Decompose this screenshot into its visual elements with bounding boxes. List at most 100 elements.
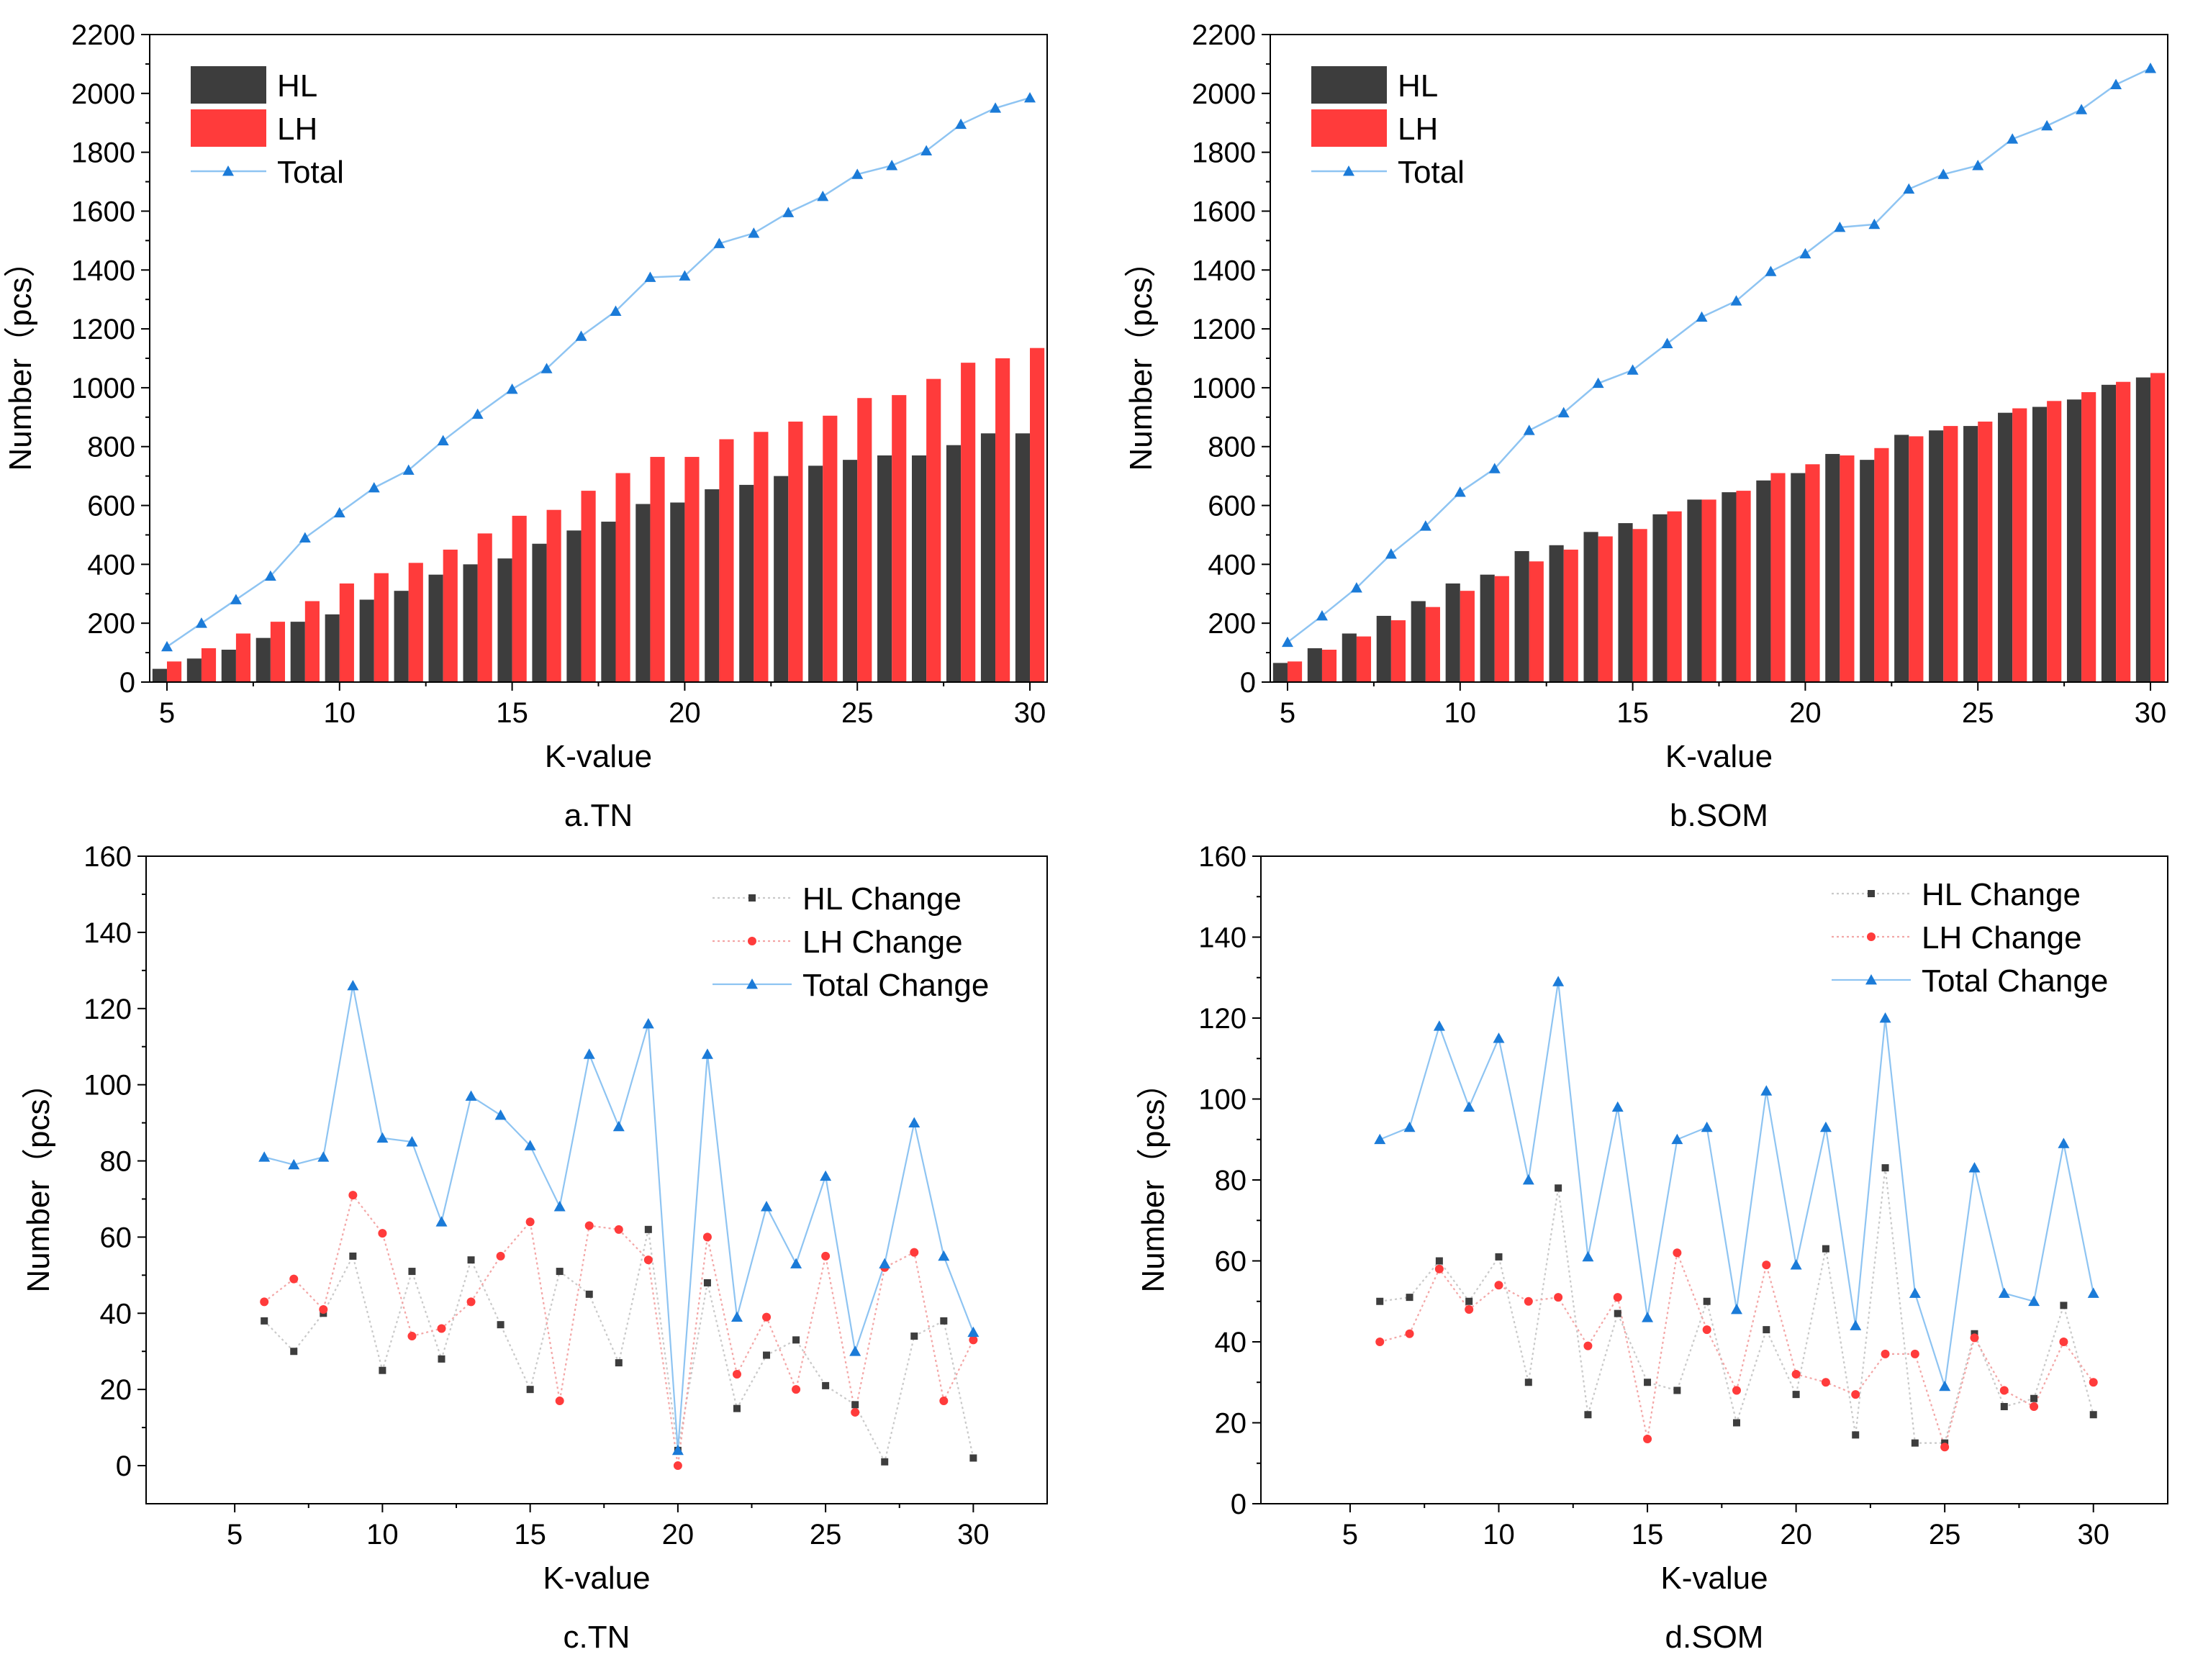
panel-a-lh-bar bbox=[235, 633, 251, 682]
panel-a-x-tick-label: 20 bbox=[669, 697, 701, 729]
panel-c-total-change-point bbox=[938, 1250, 950, 1261]
panel-d-lh-change-point bbox=[1643, 1435, 1652, 1443]
panel-a-hl-bar bbox=[325, 614, 340, 682]
panel-a-hl-bar bbox=[566, 530, 582, 682]
panel-d-hl-change-point bbox=[2030, 1394, 2038, 1402]
panel-b-x-tick-label: 20 bbox=[1789, 697, 1822, 729]
panel-a-x-tick-label: 5 bbox=[159, 697, 175, 729]
panel-c-legend-hl-change-label: HL Change bbox=[802, 881, 962, 917]
panel-c-lh-change-point bbox=[910, 1248, 919, 1257]
panel-c-total-change-point bbox=[406, 1136, 418, 1147]
panel-b-total-line bbox=[1287, 67, 2151, 643]
panel-a-lh-bar bbox=[754, 432, 769, 682]
panel-a-total-point bbox=[195, 617, 207, 628]
panel-c-hl-change-point bbox=[526, 1386, 534, 1394]
panel-b-hl-bar bbox=[1722, 492, 1737, 682]
panel-a-lh-bar bbox=[926, 378, 941, 682]
panel-b-marks bbox=[1272, 63, 2166, 682]
panel-a-total-point bbox=[402, 464, 415, 475]
panel-d-x-tick-label: 20 bbox=[1780, 1519, 1812, 1550]
panel-b-x-tick-label: 5 bbox=[1280, 697, 1295, 729]
panel-a-hl-bar bbox=[946, 445, 962, 682]
panel-d-marks bbox=[1374, 976, 2099, 1452]
panel-a-hl-bar bbox=[1015, 433, 1031, 682]
panel-c-lh-change-line bbox=[263, 1193, 974, 1466]
panel-b-hl-bar bbox=[1307, 648, 1322, 682]
panel-d-lh-change-point bbox=[1851, 1390, 1860, 1399]
panel-b-y-tick-label: 1600 bbox=[1192, 196, 1256, 227]
panel-c-legend-total-change-label: Total Change bbox=[802, 968, 989, 1003]
panel-d-total-change-point bbox=[2058, 1138, 2070, 1148]
panel-b-hl-bar bbox=[1860, 460, 1875, 682]
panel-b-lh-bar bbox=[2150, 373, 2166, 682]
panel-d-y-tick-label: 40 bbox=[1215, 1327, 1247, 1358]
panel-d-lh-change-point bbox=[1434, 1264, 1444, 1273]
panel-b-total-point bbox=[1730, 295, 1742, 306]
panel-a-caption: a.TN bbox=[564, 798, 633, 833]
panel-a-lh-bar bbox=[961, 363, 976, 682]
panel-c-hl-change-point bbox=[497, 1321, 505, 1329]
panel-a-lh-bar bbox=[443, 549, 458, 682]
panel-a-lh-bar bbox=[581, 491, 596, 682]
panel-d-total-change-point bbox=[1939, 1380, 1951, 1391]
panel-c-legend-lh-change-label: LH Change bbox=[802, 925, 963, 960]
panel-c-total-change-point bbox=[435, 1216, 448, 1227]
panel-b-lh-bar bbox=[1736, 491, 1751, 682]
panel-c-total-change-point bbox=[701, 1048, 713, 1059]
panel-d-y-tick-label: 140 bbox=[1198, 922, 1247, 954]
panel-b-lh-bar bbox=[1770, 473, 1786, 682]
panel-d-lh-change-point bbox=[1702, 1325, 1711, 1335]
panel-d-total-change-point bbox=[1671, 1133, 1683, 1145]
panel-d-hl-change-point bbox=[2000, 1403, 2008, 1410]
panel-b-total-point bbox=[1557, 407, 1570, 418]
panel-a-y-tick-label: 1600 bbox=[71, 196, 135, 227]
panel-a-legend-total-marker bbox=[222, 165, 234, 176]
panel-a-hl-bar bbox=[980, 433, 996, 682]
panel-a-total-point bbox=[333, 507, 345, 518]
panel-b-caption: b.SOM bbox=[1670, 798, 1768, 833]
panel-c-legend-lh-marker bbox=[748, 937, 756, 945]
panel-d-total-change-point bbox=[1998, 1287, 2010, 1298]
panel-a-hl-bar bbox=[428, 574, 443, 682]
panel-b-lh-bar bbox=[2047, 401, 2062, 682]
panel-b-total-point bbox=[1419, 520, 1431, 531]
panel-a-lh-bar bbox=[892, 395, 907, 682]
panel-a-lh-bar bbox=[408, 563, 423, 682]
panel-d-hl-change-point bbox=[1822, 1245, 1829, 1253]
panel-c-total-change-point bbox=[820, 1170, 832, 1181]
panel-c-hl-change-point bbox=[851, 1401, 859, 1409]
panel-b-y-tick-label: 400 bbox=[1208, 549, 1256, 581]
panel-a-y-tick-label: 200 bbox=[87, 608, 135, 640]
panel-c-hl-change-point bbox=[438, 1355, 445, 1363]
panel-d-x-axis-label: K-value bbox=[1660, 1561, 1768, 1596]
panel-a-hl-bar bbox=[359, 599, 374, 682]
panel-d-legend-total-marker bbox=[1865, 974, 1877, 985]
panel-a-legend-total-label: Total bbox=[277, 155, 344, 190]
panel-c-x-tick-label: 25 bbox=[810, 1519, 842, 1550]
panel-b-hl-bar bbox=[1342, 633, 1357, 682]
panel-c-x-tick-label: 20 bbox=[662, 1519, 695, 1550]
panel-d-hl-change-point bbox=[2060, 1302, 2068, 1309]
panel-d-total-change-point bbox=[1642, 1312, 1654, 1322]
panel-b-total-point bbox=[1834, 221, 1846, 232]
panel-c-hl-change-point bbox=[822, 1381, 830, 1389]
panel-c-total-change-point bbox=[494, 1109, 507, 1120]
panel-c-total-change-point bbox=[553, 1201, 566, 1212]
panel-a-x-axis-label: K-value bbox=[545, 739, 652, 774]
panel-b-hl-bar bbox=[1445, 583, 1460, 682]
panel-d-total-change-point bbox=[1819, 1121, 1832, 1132]
panel-a-lh-bar bbox=[339, 583, 354, 682]
panel-b-y-tick-label: 1800 bbox=[1192, 137, 1256, 169]
panel-a-y-tick-label: 2000 bbox=[71, 78, 135, 110]
panel-b-legend-hl-swatch bbox=[1311, 66, 1387, 104]
panel-a-total-point bbox=[575, 330, 587, 341]
panel-c-x-tick-label: 30 bbox=[957, 1519, 990, 1550]
panel-a-legend-hl-swatch bbox=[191, 66, 266, 104]
panel-d-lh-change-point bbox=[1554, 1293, 1563, 1302]
panel-c-hl-change-point bbox=[379, 1366, 386, 1374]
panel-c-hl-change-point bbox=[290, 1348, 298, 1356]
panel-c-x-tick-label: 10 bbox=[366, 1519, 399, 1550]
panel-a-y-tick-label: 1000 bbox=[71, 373, 135, 404]
panel-a-total-point bbox=[990, 102, 1002, 113]
panel-b-lh-bar bbox=[1529, 561, 1544, 682]
